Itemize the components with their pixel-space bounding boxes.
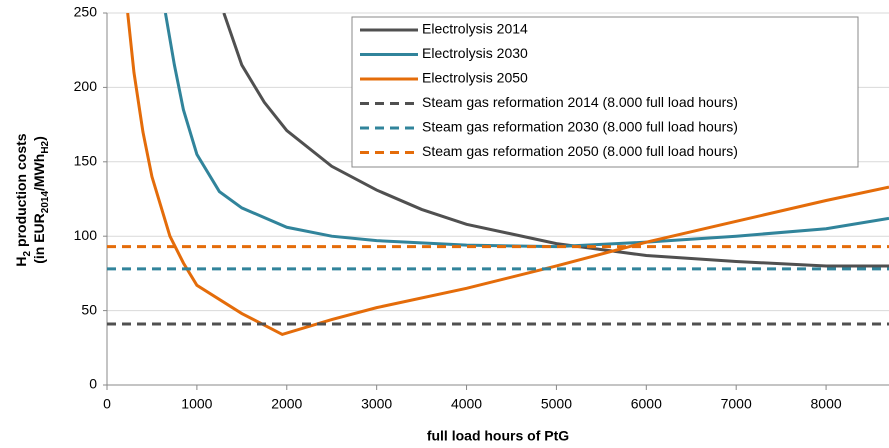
y-axis-label-part: 2: [22, 250, 33, 256]
x-tick-label: 7000: [721, 396, 752, 412]
y-tick-label: 250: [74, 4, 98, 20]
legend-label: Electrolysis 2030: [422, 45, 528, 61]
y-tick-label: 50: [81, 301, 97, 317]
y-axis-label-line: H2 production costs: [13, 133, 33, 266]
x-tick-label: 3000: [361, 396, 392, 412]
y-tick-label: 150: [74, 153, 98, 169]
x-tick-label: 4000: [451, 396, 482, 412]
y-axis-label-line: (in EUR2014/MWhH2): [31, 136, 51, 264]
series-line: [222, 13, 889, 268]
x-tick-label: 5000: [541, 396, 572, 412]
x-tick-label: 1000: [181, 396, 212, 412]
legend-label: Steam gas reformation 2014 (8.000 full l…: [422, 94, 738, 110]
series-line: [126, 13, 889, 337]
series-line: [163, 13, 889, 249]
y-axis-label-part: (in EUR: [31, 213, 47, 264]
legend-label: Electrolysis 2014: [422, 21, 528, 37]
legend-label: Electrolysis 2050: [422, 70, 528, 86]
x-axis-label: full load hours of PtG: [427, 428, 569, 444]
y-axis-label-part: H2: [40, 140, 51, 153]
x-tick-label: 2000: [271, 396, 302, 412]
y-tick-label: 100: [74, 227, 98, 243]
y-axis-label-part: H: [13, 256, 29, 266]
x-tick-label: 6000: [631, 396, 662, 412]
plot-area: [107, 13, 889, 337]
y-axis-label: H2 production costs (in EUR2014/MWhH2): [13, 133, 51, 266]
x-tick-label: 0: [103, 396, 111, 412]
y-axis-label-part: production costs: [13, 133, 29, 251]
x-tick-label: 8000: [811, 396, 842, 412]
y-tick-label: 0: [89, 376, 97, 392]
legend-label: Steam gas reformation 2050 (8.000 full l…: [422, 143, 738, 159]
legend-box: [351, 16, 859, 168]
y-axis-label-part: ): [31, 136, 47, 141]
y-tick-label: 200: [74, 78, 98, 94]
legend-label: Steam gas reformation 2030 (8.000 full l…: [422, 119, 738, 135]
y-axis-label-part: /MWh: [31, 154, 47, 191]
y-axis-label-part: 2014: [40, 191, 51, 214]
